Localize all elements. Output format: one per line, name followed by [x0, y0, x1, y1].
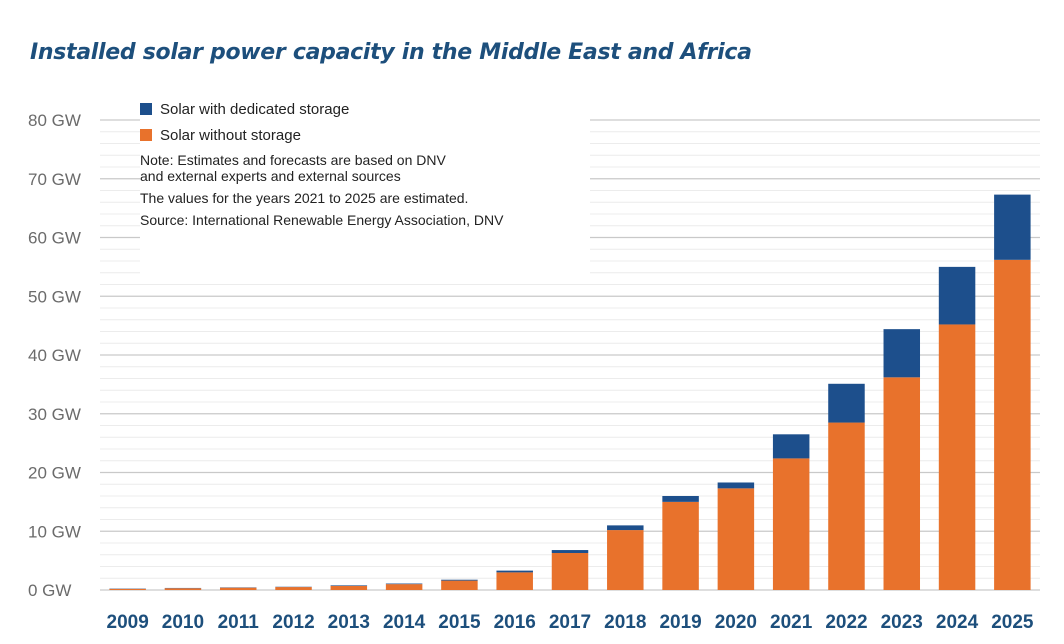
legend-label-storage: Solar with dedicated storage — [160, 100, 350, 118]
x-tick-label: 2020 — [715, 612, 757, 633]
chart-legend: Solar with dedicated storage Solar witho… — [140, 96, 590, 274]
y-tick-label: 40 GW — [28, 346, 81, 365]
bar-segment-without-storage — [883, 377, 921, 590]
y-tick-label: 10 GW — [28, 522, 81, 541]
bar-segment-without-storage — [330, 585, 368, 590]
bar-segment-with-storage — [994, 194, 1031, 260]
bar-segment-with-storage — [938, 266, 976, 325]
x-tick-label: 2010 — [162, 612, 204, 633]
y-tick-label: 0 GW — [28, 581, 71, 600]
bar-segment-without-storage — [938, 324, 976, 590]
legend-note-estimated: The values for the years 2021 to 2025 ar… — [140, 190, 469, 206]
bar-segment-without-storage — [219, 587, 257, 590]
bar-segment-without-storage — [496, 572, 533, 590]
y-tick-label: 60 GW — [28, 229, 81, 248]
bar-segment-with-storage — [441, 579, 478, 581]
legend-item-no-storage: Solar without storage — [140, 122, 590, 148]
bar-segment-without-storage — [662, 501, 699, 590]
bar-segment-with-storage — [662, 496, 699, 502]
y-tick-label: 20 GW — [28, 464, 81, 483]
x-tick-label: 2016 — [494, 612, 536, 633]
x-tick-label: 2014 — [383, 612, 426, 633]
bar-segment-without-storage — [551, 552, 589, 590]
x-tick-label: 2019 — [659, 612, 701, 633]
y-tick-label: 50 GW — [28, 287, 81, 306]
bar-segment-without-storage — [164, 588, 202, 590]
bar-segment-without-storage — [441, 580, 478, 590]
y-tick-label: 70 GW — [28, 170, 81, 189]
legend-item-storage: Solar with dedicated storage — [140, 96, 590, 122]
x-tick-label: 2013 — [328, 612, 370, 633]
y-tick-label: 80 GW — [28, 111, 81, 130]
x-tick-label: 2018 — [604, 612, 646, 633]
bar-segment-with-storage — [330, 585, 368, 586]
bar-segment-with-storage — [717, 482, 755, 489]
bar-segment-with-storage — [772, 434, 810, 459]
x-tick-label: 2021 — [770, 612, 813, 633]
bar-segment-without-storage — [828, 422, 865, 590]
x-tick-label: 2012 — [272, 612, 314, 633]
bar-segment-without-storage — [607, 530, 644, 590]
bar-segment-without-storage — [717, 488, 755, 590]
x-tick-label: 2011 — [218, 612, 260, 633]
bar-segment-with-storage — [883, 329, 921, 378]
x-tick-label: 2023 — [881, 612, 923, 633]
bar-segment-without-storage — [275, 587, 312, 590]
bar-segment-without-storage — [772, 458, 810, 590]
legend-note-line-1: Note: Estimates and forecasts are based … — [140, 152, 446, 168]
x-tick-label: 2024 — [936, 612, 979, 633]
x-tick-label: 2025 — [991, 612, 1034, 633]
legend-label-no-storage: Solar without storage — [160, 126, 301, 144]
bar-segment-with-storage — [607, 525, 644, 531]
bar-segment-with-storage — [496, 570, 533, 573]
chart-title: Installed solar power capacity in the Mi… — [30, 40, 752, 65]
legend-source: Source: International Renewable Energy A… — [140, 212, 504, 228]
bar-segment-with-storage — [385, 583, 423, 585]
x-tick-label: 2015 — [438, 612, 481, 633]
bar-segment-with-storage — [551, 550, 589, 553]
bar-segment-without-storage — [385, 584, 423, 590]
legend-note-line-2: and external experts and external source… — [140, 168, 401, 184]
x-tick-label: 2009 — [107, 612, 149, 633]
bar-segment-without-storage — [994, 259, 1031, 590]
legend-swatch-storage — [140, 103, 152, 115]
bar-segment-without-storage — [109, 588, 146, 590]
x-tick-label: 2022 — [825, 612, 867, 633]
legend-swatch-no-storage — [140, 129, 152, 141]
x-tick-label: 2017 — [549, 612, 591, 633]
y-tick-label: 30 GW — [28, 405, 81, 424]
bar-segment-with-storage — [828, 383, 865, 423]
